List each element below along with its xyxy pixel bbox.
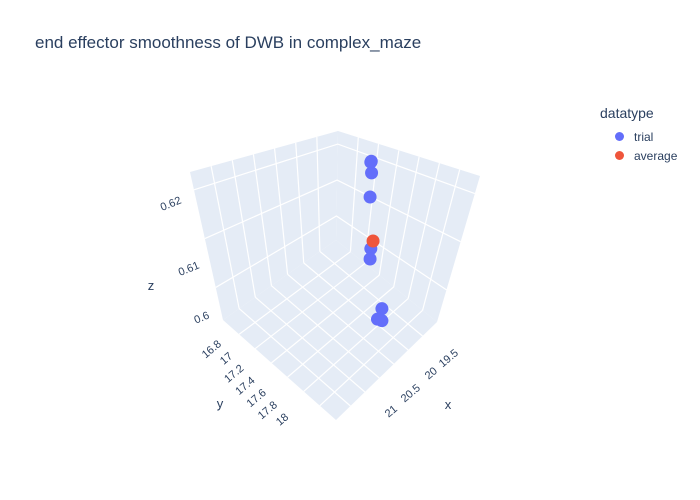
y-tick-label: 18 [274, 411, 291, 428]
grid-line [407, 163, 441, 299]
grid-line [193, 143, 476, 195]
chart-title: end effector smoothness of DWB in comple… [35, 33, 422, 52]
x-axis-title: x [445, 397, 452, 412]
grid-line [238, 251, 351, 335]
grid-line [215, 215, 447, 291]
grid-line [252, 154, 273, 286]
legend-marker-average [615, 151, 624, 160]
grid-line [303, 262, 409, 351]
grid-line [231, 160, 256, 298]
z-tick-label: 0.62 [159, 195, 183, 214]
data-point-trial[interactable] [375, 314, 389, 328]
grid-line [204, 179, 461, 243]
grid-line [254, 296, 366, 393]
legend-title: datatype [600, 105, 654, 121]
grid-line [287, 273, 395, 365]
x-tick-label: 20 [423, 365, 440, 382]
scene: 0.60.610.6216.81717.217.417.617.81819.52… [148, 131, 480, 428]
grid-line [393, 156, 420, 287]
z-tick-label: 0.61 [177, 260, 201, 279]
wall-left [190, 131, 338, 320]
grid-line [295, 142, 305, 263]
grid-line [271, 285, 380, 379]
legend-marker-trial [615, 132, 624, 141]
grid-line [349, 137, 359, 252]
grid-line [319, 250, 423, 337]
z-tick-label: 0.6 [192, 310, 211, 327]
legend: datatype trial average [600, 105, 677, 165]
grid-line [303, 298, 409, 392]
x-tick-label: 19.5 [437, 347, 461, 370]
legend-item-trial[interactable]: trial [600, 127, 677, 146]
legend-label-average: average [634, 148, 678, 163]
grid-line [273, 148, 289, 275]
grid-line [287, 286, 395, 378]
legend-label-trial: trial [634, 129, 654, 144]
grid-line [210, 166, 240, 309]
grid-line [319, 309, 423, 407]
data-point-trial[interactable] [365, 166, 379, 180]
data-point-trial[interactable] [363, 190, 377, 204]
grid-line [271, 274, 380, 364]
grid-line [254, 262, 366, 350]
legend-item-average[interactable]: average [600, 146, 677, 165]
z-axis-title: z [148, 278, 155, 293]
grid-line [378, 150, 400, 276]
grid-line [421, 169, 461, 311]
grid-line [238, 308, 351, 407]
x-tick-label: 20.5 [399, 382, 423, 405]
grid-line [316, 136, 321, 252]
data-point-trial[interactable] [375, 302, 389, 316]
x-tick-label: 21 [383, 403, 400, 420]
y-axis-title: y [217, 396, 224, 411]
data-point-trial[interactable] [364, 154, 378, 168]
data-point-average[interactable] [366, 234, 380, 248]
floor [223, 240, 437, 420]
data-point-trial[interactable] [363, 252, 377, 266]
y-tick-label: 17 [218, 350, 235, 367]
